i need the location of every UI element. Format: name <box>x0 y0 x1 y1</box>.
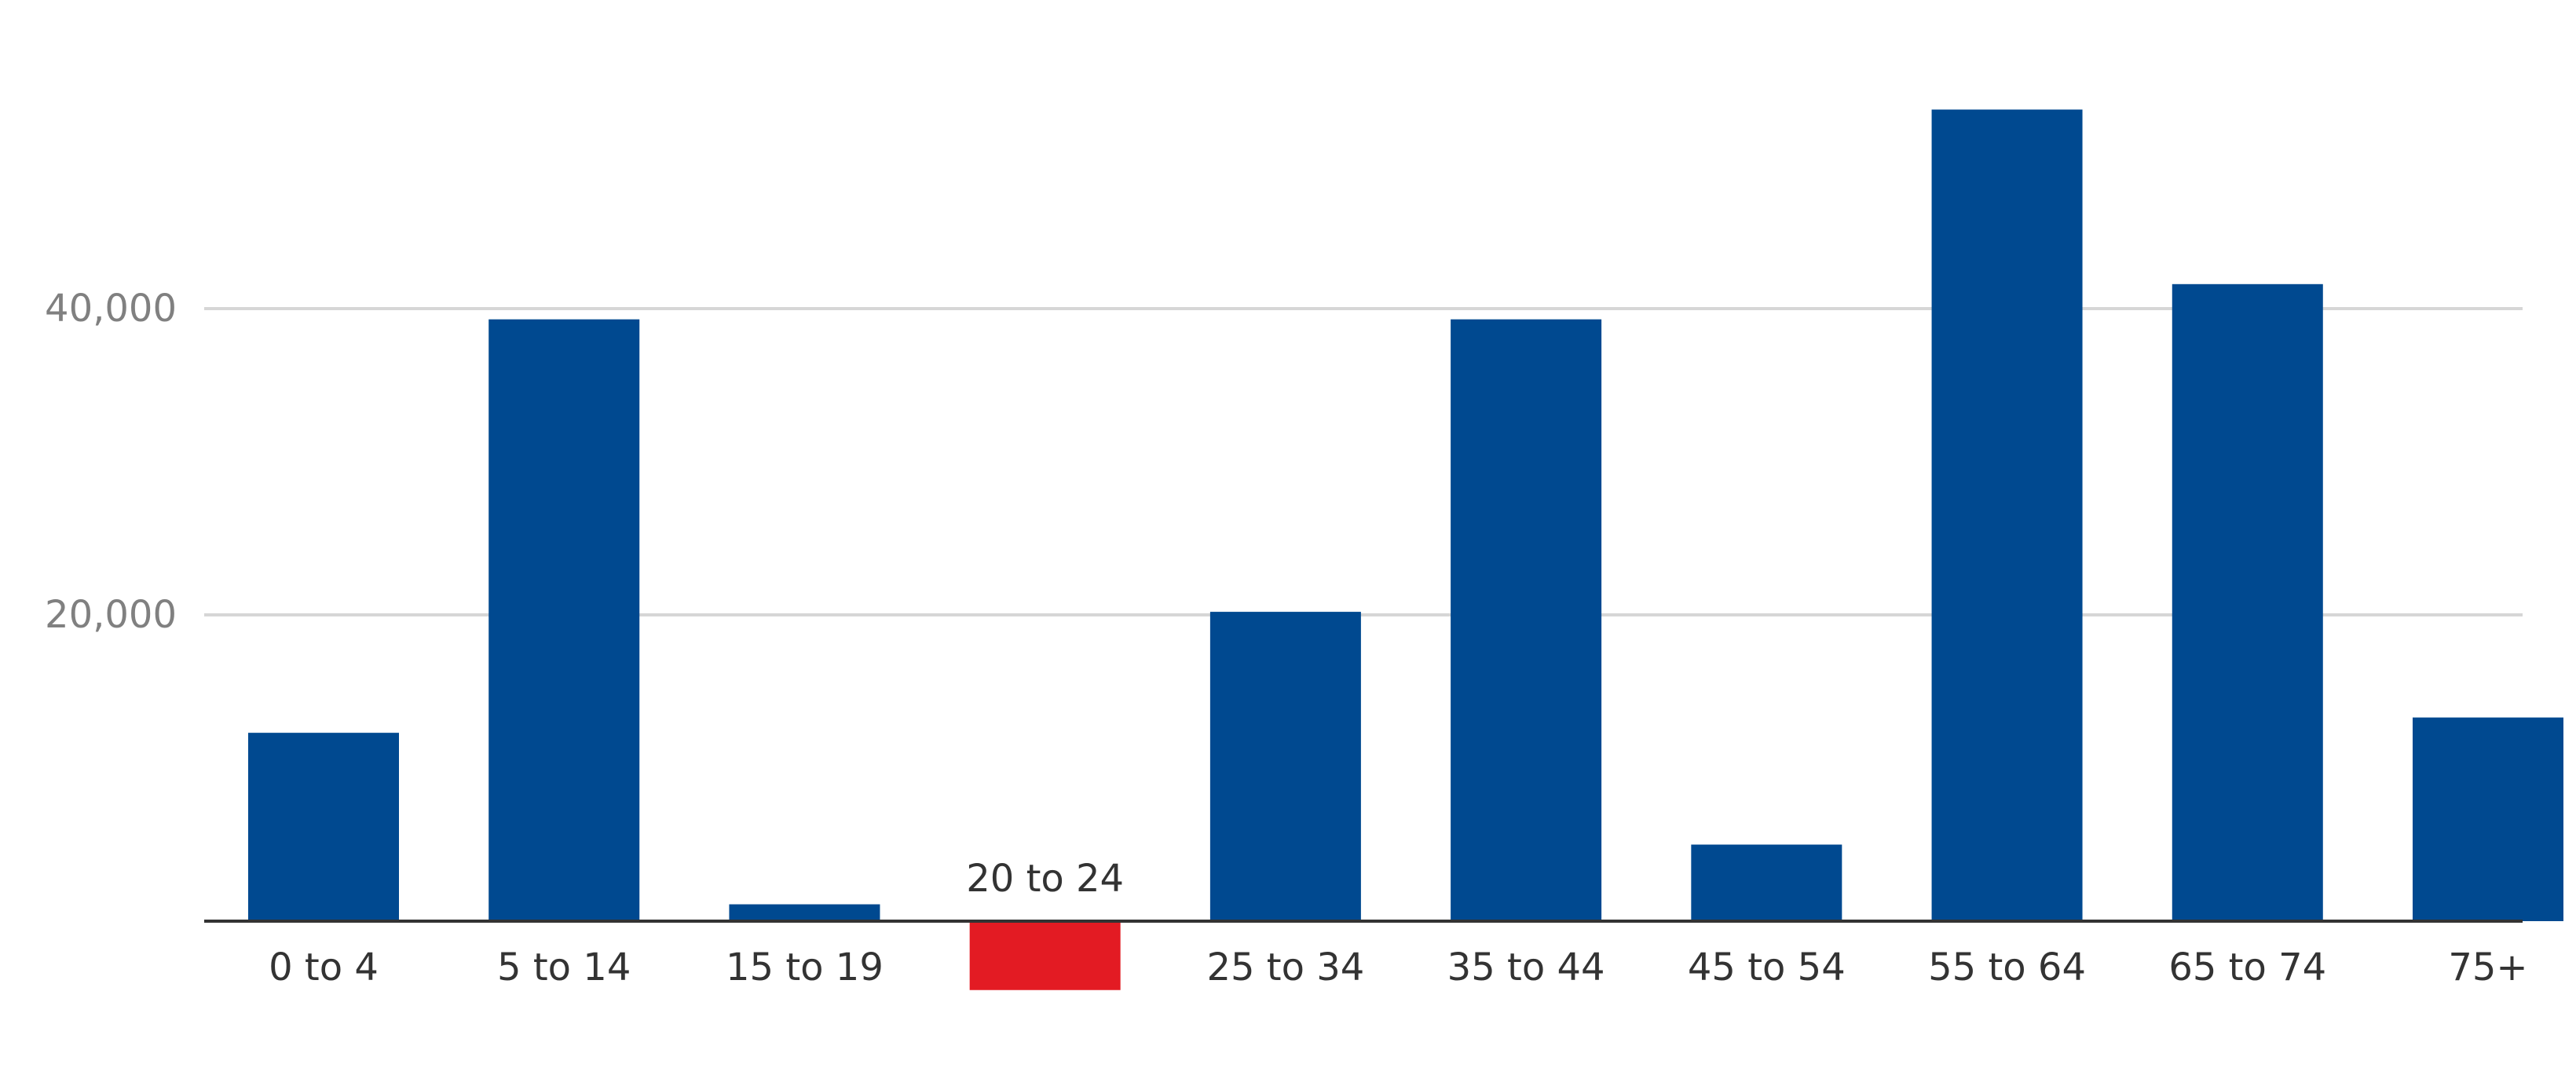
bar <box>1691 844 1842 921</box>
bar <box>1451 319 1602 921</box>
bar <box>2172 283 2323 921</box>
bar <box>2413 717 2563 921</box>
y-axis-ticks: 20,000 40,000 <box>45 287 177 637</box>
x-category-label: 5 to 14 <box>497 945 631 989</box>
x-category-label: 75+ <box>2448 945 2527 989</box>
bar <box>248 733 399 921</box>
category-labels: 0 to 4 5 to 14 15 to 19 20 to 24 25 to 34 35 … <box>269 857 2528 989</box>
x-category-label: 0 to 4 <box>269 945 379 989</box>
y-tick-label: 40,000 <box>45 287 177 331</box>
x-category-label: 15 to 19 <box>726 945 884 989</box>
bar <box>729 904 880 921</box>
x-category-label: 55 to 64 <box>1928 945 2086 989</box>
bar <box>1931 109 2083 921</box>
bar <box>488 319 640 921</box>
bar <box>1209 612 1361 921</box>
y-tick-label: 20,000 <box>45 593 177 637</box>
bar <box>969 921 1121 990</box>
x-category-label: 20 to 24 <box>966 857 1124 901</box>
bars <box>248 109 2563 990</box>
x-category-label: 65 to 74 <box>2168 945 2326 989</box>
x-category-label: 25 to 34 <box>1206 945 1364 989</box>
x-category-label: 45 to 54 <box>1688 945 1846 989</box>
x-category-label: 35 to 44 <box>1447 945 1605 989</box>
